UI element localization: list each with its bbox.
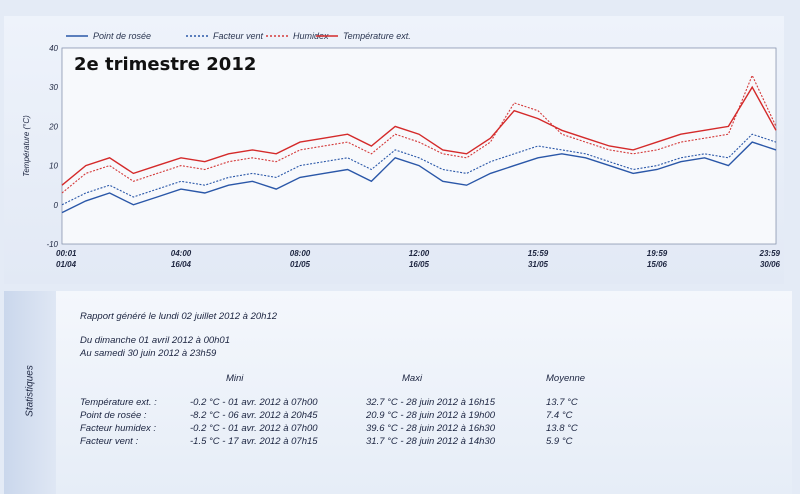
stats-cell-mini: -0.2 °C - 01 avr. 2012 à 07h00: [190, 397, 318, 408]
stats-cell-moyenne: 5.9 °C: [546, 436, 573, 447]
stats-cell-moyenne: 7.4 °C: [546, 410, 573, 421]
chart-panel: Point de rosée Facteur vent Humidex Tempéra…: [4, 16, 784, 284]
series-line: [61, 85, 777, 186]
series-group: [61, 74, 777, 214]
series-line: [61, 133, 777, 206]
header-mini: Mini: [226, 373, 244, 384]
x-tick-time: 15:59: [528, 249, 549, 258]
chart-title: 2e trimestre 2012: [74, 54, 256, 75]
stats-tab: Statistiques: [4, 291, 56, 494]
y-tick-label: -10: [46, 240, 58, 249]
x-tick-time: 23:59: [759, 249, 781, 258]
legend-entry: Humidex: [293, 31, 329, 41]
x-tick-time: 08:00: [290, 249, 311, 258]
series-line: [61, 141, 777, 214]
y-tick-label: 30: [49, 83, 58, 92]
legend-entry: Température ext.: [343, 31, 411, 41]
stats-cell-label: Température ext. :: [80, 397, 157, 408]
stats-tab-label: Statistiques: [24, 365, 36, 417]
x-tick-date: 16/04: [171, 260, 192, 269]
x-tick-time: 19:59: [647, 249, 668, 258]
series-line: [61, 74, 777, 194]
x-tick-date: 30/06: [760, 260, 781, 269]
x-tick-time: 00:01: [56, 249, 77, 258]
report-generated-line: Rapport généré le lundi 02 juillet 2012 …: [80, 311, 278, 322]
y-tick-label: 40: [49, 44, 58, 53]
tick-labels: -10 0 10 20 30 40 00:01 01/04 04:00 16/04 08:00 01/…: [46, 44, 780, 269]
stats-cell-maxi: 39.6 °C - 28 juin 2012 à 16h30: [366, 423, 495, 434]
temperature-chart: Point de rosée Facteur vent Humidex Tempéra…: [22, 31, 781, 269]
stats-cell-mini: -1.5 °C - 17 avr. 2012 à 07h15: [190, 436, 318, 447]
legend-entry: Point de rosée: [93, 31, 151, 41]
x-tick-date: 31/05: [528, 260, 549, 269]
stats-panel: Statistiques Rapport généré le lundi 02 …: [4, 291, 792, 494]
stats-cell-mini: -8.2 °C - 06 avr. 2012 à 20h45: [190, 410, 318, 421]
header-maxi: Maxi: [402, 373, 423, 384]
stats-body: Rapport généré le lundi 02 juillet 2012 …: [60, 291, 792, 494]
y-axis-label: Température (°C): [22, 115, 31, 177]
stats-cell-maxi: 20.9 °C - 28 juin 2012 à 19h00: [366, 410, 495, 421]
axes: [61, 47, 777, 245]
x-tick-date: 01/04: [56, 260, 77, 269]
stats-cell-label: Facteur vent :: [80, 436, 139, 447]
x-tick-date: 01/05: [290, 260, 311, 269]
stats-cell-maxi: 31.7 °C - 28 juin 2012 à 14h30: [366, 436, 495, 447]
period-from-line: Du dimanche 01 avril 2012 à 00h01: [80, 335, 230, 346]
x-tick-date: 16/05: [409, 260, 430, 269]
x-tick-time: 04:00: [171, 249, 192, 258]
header-moyenne: Moyenne: [546, 373, 586, 384]
stats-cell-label: Facteur humidex :: [80, 423, 157, 434]
y-tick-label: 10: [49, 162, 58, 171]
x-tick-date: 15/06: [647, 260, 668, 269]
stats-cell-maxi: 32.7 °C - 28 juin 2012 à 16h15: [366, 397, 495, 408]
legend-entry: Facteur vent: [213, 31, 264, 41]
legend: Point de rosée Facteur vent Humidex Tempéra…: [66, 31, 411, 41]
stats-cell-moyenne: 13.7 °C: [546, 397, 578, 408]
stats-cell-mini: -0.2 °C - 01 avr. 2012 à 07h00: [190, 423, 318, 434]
stats-cell-label: Point de rosée :: [80, 410, 147, 421]
x-tick-time: 12:00: [409, 249, 430, 258]
y-tick-label: 20: [48, 122, 58, 131]
period-to-line: Au samedi 30 juin 2012 à 23h59: [80, 348, 217, 359]
y-tick-label: 0: [54, 201, 59, 210]
plot-area: [61, 47, 777, 245]
stats-cell-moyenne: 13.8 °C: [546, 423, 578, 434]
